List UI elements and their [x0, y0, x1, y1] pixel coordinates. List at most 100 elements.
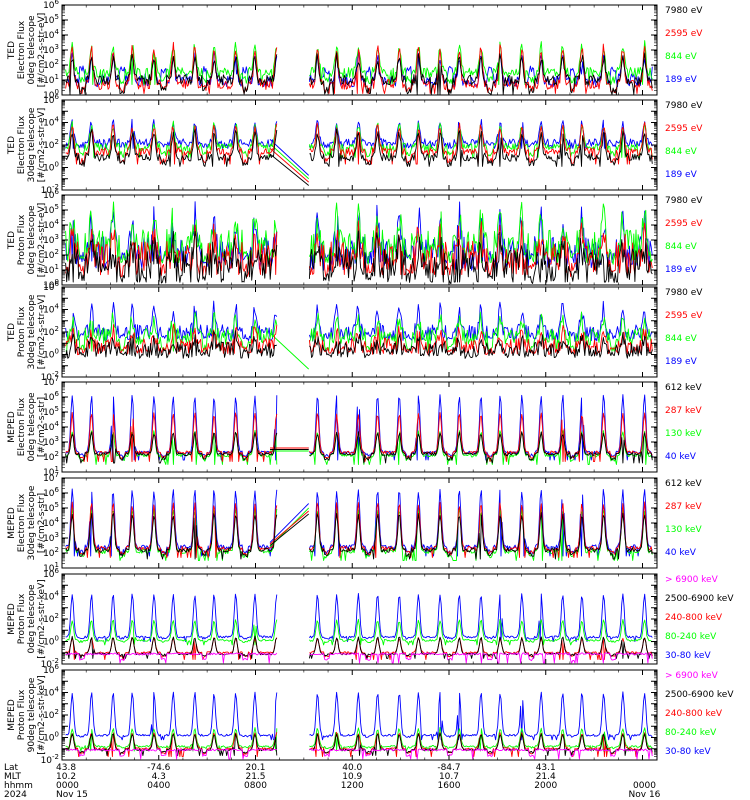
series-7980-ev-line: [65, 330, 653, 359]
y-tick-label: 106: [43, 567, 59, 580]
series-7980-ev-line: [65, 230, 653, 285]
legend-entry: 844 eV: [665, 147, 698, 157]
x-tick-label: -84.7: [437, 763, 460, 773]
y-tick-label: 104: [43, 116, 59, 129]
y-tick-label: 106: [43, 93, 59, 106]
panel-5: 101 102 103 104 105 106 107 MEPED Electron Flux 0…: [7, 375, 702, 478]
panel-series-group: [65, 691, 653, 760]
y-tick-label: 104: [43, 516, 59, 529]
y-tick-label: 101: [43, 73, 59, 86]
legend-entry: 844 eV: [665, 334, 698, 344]
series-40-kev-line: [65, 394, 653, 461]
legend-entry: 189 eV: [665, 170, 698, 180]
series-844-ev-line: [65, 201, 653, 265]
legend-entry: 287 keV: [665, 406, 702, 416]
y-axis-label: TED: [7, 41, 17, 60]
y-tick-label: 102: [43, 708, 59, 721]
y-tick-label: 101: [43, 561, 59, 574]
y-axis-label: 0deg telescope: [27, 392, 37, 462]
series-2595-ev-line: [65, 121, 653, 165]
y-tick-label: 102: [43, 325, 59, 338]
y-tick-label: 106: [43, 663, 59, 676]
y-tick-label: 101: [43, 263, 59, 276]
y-tick-label: 104: [43, 28, 59, 41]
y-tick-label: 106: [43, 0, 59, 11]
legend-entry: 287 keV: [665, 502, 702, 512]
legend-entry: 189 eV: [665, 265, 698, 275]
x-tick-label: 0000: [56, 781, 79, 791]
legend-entry: > 6900 keV: [665, 671, 719, 681]
y-tick-label: 103: [43, 435, 59, 448]
legend-entry: 40 keV: [665, 452, 697, 462]
x-tick-label: 43.8: [56, 763, 76, 773]
y-tick-label: 105: [43, 405, 59, 418]
panel-6: 101 102 103 104 105 106 107 MEPED Electron Flux 3…: [7, 471, 702, 574]
y-tick-label: 106: [43, 280, 59, 293]
x-tick-label: 40.0: [342, 763, 362, 773]
y-tick-label: 102: [43, 248, 59, 261]
series-2595-ev-line: [65, 41, 653, 94]
y-tick-label: 10-2: [41, 657, 59, 670]
y-tick-label: 102: [43, 612, 59, 625]
y-tick-label: 105: [43, 501, 59, 514]
gap-connector-line: [269, 332, 310, 370]
y-tick-label: 106: [43, 188, 59, 201]
panel-8: 10-2 100 102 104 106 MEPED Proton Flux 90deg te…: [7, 663, 734, 766]
y-tick-label: 106: [43, 486, 59, 499]
y-tick-label: 102: [43, 138, 59, 151]
y-tick-label: 105: [43, 203, 59, 216]
legend-entry: 189 eV: [665, 75, 698, 85]
y-axis-label: [#/cm2-s-str-eV]: [37, 203, 47, 278]
gap-connector-line: [269, 513, 309, 546]
legend-entry: 612 keV: [665, 479, 702, 489]
y-tick-label: 10-2: [41, 183, 59, 196]
y-tick-label: 102: [43, 58, 59, 71]
y-axis-label: [#/cm2-s-str]: [37, 493, 47, 553]
legend-entry: 30-80 keV: [665, 651, 711, 661]
legend-entry: > 6900 keV: [665, 575, 719, 585]
y-tick-label: 101: [43, 465, 59, 478]
y-tick-label: 107: [43, 375, 59, 388]
series-2595-ev-line: [65, 323, 653, 356]
x-tick-label: 0800: [244, 781, 267, 791]
x-tick-label: 0000: [633, 781, 656, 791]
y-axis-label: Electron Flux: [17, 115, 27, 174]
gap-connector-line: [269, 148, 310, 183]
legend-entry: 844 eV: [665, 242, 698, 252]
y-tick-label: 100: [43, 635, 59, 648]
y-axis-label: TED: [7, 323, 17, 342]
series-30-80-kev-line: [65, 592, 653, 642]
y-tick-label: 104: [43, 303, 59, 316]
panel-1: 100 101 102 103 104 105 106 TED Electron Flux 0de…: [7, 0, 703, 101]
y-tick-label: 100: [43, 161, 59, 174]
legend-entry: 612 keV: [665, 383, 702, 393]
legend-entry: 7980 eV: [665, 196, 703, 206]
x-row-label: 2024: [4, 790, 27, 800]
series-80-240-kev-line: [65, 618, 653, 646]
y-tick-label: 105: [43, 13, 59, 26]
y-axis-label: MEPED: [7, 699, 17, 731]
x-row-label: hhmm: [4, 781, 33, 791]
x-tick-label: 21.4: [536, 772, 556, 782]
legend-entry: 844 eV: [665, 52, 698, 62]
y-axis-label: 90deg telescope: [27, 677, 37, 752]
y-tick-label: 104: [43, 420, 59, 433]
x-tick-label: 0400: [147, 781, 170, 791]
x-row-label: MLT: [4, 772, 22, 782]
panel-4: 10-2 100 102 104 106 TED Proton Flux 30deg tele…: [7, 280, 703, 383]
gap-connector-line: [269, 503, 310, 543]
x-tick-label: 4.3: [152, 772, 166, 782]
panel-7: 10-2 100 102 104 106 MEPED Proton Flux 0deg tel…: [7, 567, 734, 670]
y-tick-label: 10-2: [41, 370, 59, 383]
legend-entry: 7980 eV: [665, 6, 703, 16]
y-axis-label: [#/cm2-s-str-eV]: [37, 295, 47, 370]
y-axis-label: 30deg telescope: [27, 485, 37, 560]
y-tick-label: 103: [43, 531, 59, 544]
legend-entry: 130 keV: [665, 429, 702, 439]
x-tick-label: 1600: [438, 781, 461, 791]
series-7980-ev-line: [65, 128, 653, 167]
y-tick-label: 10-2: [41, 753, 59, 766]
gap-connector-line: [269, 143, 310, 180]
gap-connector-line: [269, 139, 310, 176]
y-tick-label: 100: [43, 731, 59, 744]
